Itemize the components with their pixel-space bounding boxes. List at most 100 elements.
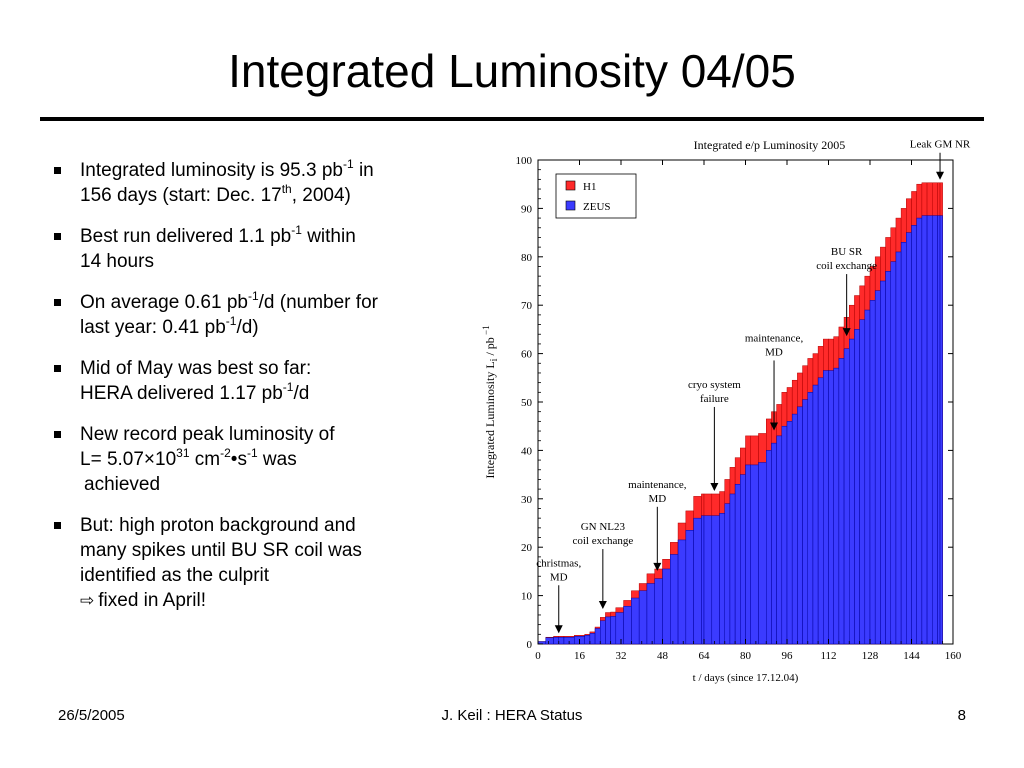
series-zeus-bar [932,215,938,645]
bullet-text: was [257,449,297,470]
bullet-text: /d (number for [258,292,378,313]
series-zeus-bar [685,530,694,645]
slide-title: Integrated Luminosity 04/05 [228,45,796,97]
series-zeus-bar [802,399,808,645]
bullet-text: last year: 0.41 pb [80,317,226,338]
series-zeus-bar [558,636,565,645]
series-zeus-bar [900,242,907,645]
bullet-text: On average 0.61 pb [80,292,248,313]
annotation-arrow-head [842,328,851,337]
y-tick-label: 30 [521,494,533,506]
bullet-list: Integrated luminosity is 95.3 pb-1 in 15… [52,158,452,630]
bullet-text: Best run delivered 1.1 pb [80,226,292,247]
series-zeus-bar [874,290,881,645]
annotation-label: maintenance, [745,332,804,344]
series-zeus-bar [711,515,720,645]
series-zeus-bar [766,450,772,645]
y-tick-label: 80 [521,252,533,264]
bullet-text: New record peak luminosity of [80,424,335,445]
y-tick-label: 10 [521,591,533,603]
bullet-text: 156 days (start: Dec. 17 [80,185,282,206]
series-zeus-bar [807,392,814,645]
series-zeus-bar [703,515,713,645]
y-tick-label: 90 [521,203,533,215]
y-tick-label: 50 [521,397,533,409]
series-zeus-bar [838,358,845,645]
x-tick-label: 32 [616,650,627,662]
bullet-item: But: high proton background and many spi… [52,513,452,614]
square-bullet-icon [54,431,61,438]
bullet-item: Best run delivered 1.1 pb-1 within 14 ho… [52,224,452,274]
bullet-text: within [301,226,356,247]
luminosity-chart: 0 16 32 48 64 80 96 112 128 144 160 0 10 20 30 40 50 60 70… [481,138,971,684]
series-zeus-bar [791,413,798,645]
y-tick-label: 0 [527,639,533,651]
legend-swatch-h1 [565,180,576,191]
series-zeus-bar [589,633,596,645]
annotation-label: BU SR [831,246,863,258]
bullet-text: Mid of May was best so far: [80,358,312,379]
series-zeus-bar [670,554,679,645]
annotation-label: christmas, [536,557,581,569]
bullet-text: But: high proton background and [80,515,356,536]
title-divider [40,117,984,121]
y-tick-label: 40 [521,445,533,457]
series-zeus-bar [937,215,941,645]
annotation-arrow-head [653,562,662,571]
bullet-text: cm [189,449,221,470]
x-tick-label: 80 [740,650,752,662]
x-tick-label: 16 [574,650,586,662]
series-zeus-bar [745,464,751,645]
x-axis-label: t / days (since 17.12.04) [693,672,799,684]
superscript: -1 [225,313,237,328]
series-zeus-bar [833,367,840,645]
x-tick-label: 96 [782,650,794,662]
annotation: maintenance, MD [745,332,804,431]
series-zeus-bar [828,370,834,645]
series-zeus-bar [610,616,617,645]
annotation-label: GN NL23 [581,521,626,533]
series-zeus-bar [859,319,866,645]
legend-label-zeus: ZEUS [583,201,611,213]
square-bullet-icon [54,167,61,174]
series-zeus-bar [916,217,923,645]
annotation-label: cryo system [688,379,741,391]
x-tick-label: 128 [862,650,879,662]
series-zeus-bar [638,590,648,645]
annotation-label: Leak GM NR [910,139,971,151]
series-zeus-bar [864,309,871,645]
series-zeus-bar [817,377,824,645]
series-zeus-bar [781,425,788,645]
x-tick-label: 0 [535,650,541,662]
series-zeus-bar [623,606,632,645]
annotation-label: coil exchange [572,535,633,547]
series-zeus-bar [812,384,819,645]
series-zeus-bar [605,616,611,645]
right-arrow-icon: ⇨ [80,591,95,611]
square-bullet-icon [54,365,61,372]
superscript: th [281,181,292,196]
series-zeus-bar [724,503,731,645]
bullet-text: Integrated luminosity is 95.3 pb [80,160,343,181]
footer-date: 26/5/2005 [58,707,125,724]
bullet-text: identified as the culprit [80,565,270,586]
annotation-arrow-head [936,171,945,180]
series-zeus-bar [843,348,850,645]
bullet-text: in [353,160,374,181]
series-zeus-bar [854,329,860,645]
series-zeus-bar [776,435,783,645]
annotation-label: MD [550,571,568,583]
annotation-arrow-head [710,482,719,491]
bullet-text: L= 5.07×10 [80,449,177,470]
y-tick-label: 70 [521,300,533,312]
superscript: -1 [343,156,354,171]
series-zeus-bar [615,612,624,645]
series-zeus-bar [926,215,933,645]
superscript: -1 [282,379,294,394]
series-zeus-bar [701,515,705,645]
annotation-label: failure [700,393,729,405]
x-tick-label: 112 [820,650,836,662]
bullet-item: Mid of May was best so far: HERA deliver… [52,356,452,406]
annotation-label: maintenance, [628,479,687,491]
annotation: GN NL23 coil exchange [572,521,633,610]
